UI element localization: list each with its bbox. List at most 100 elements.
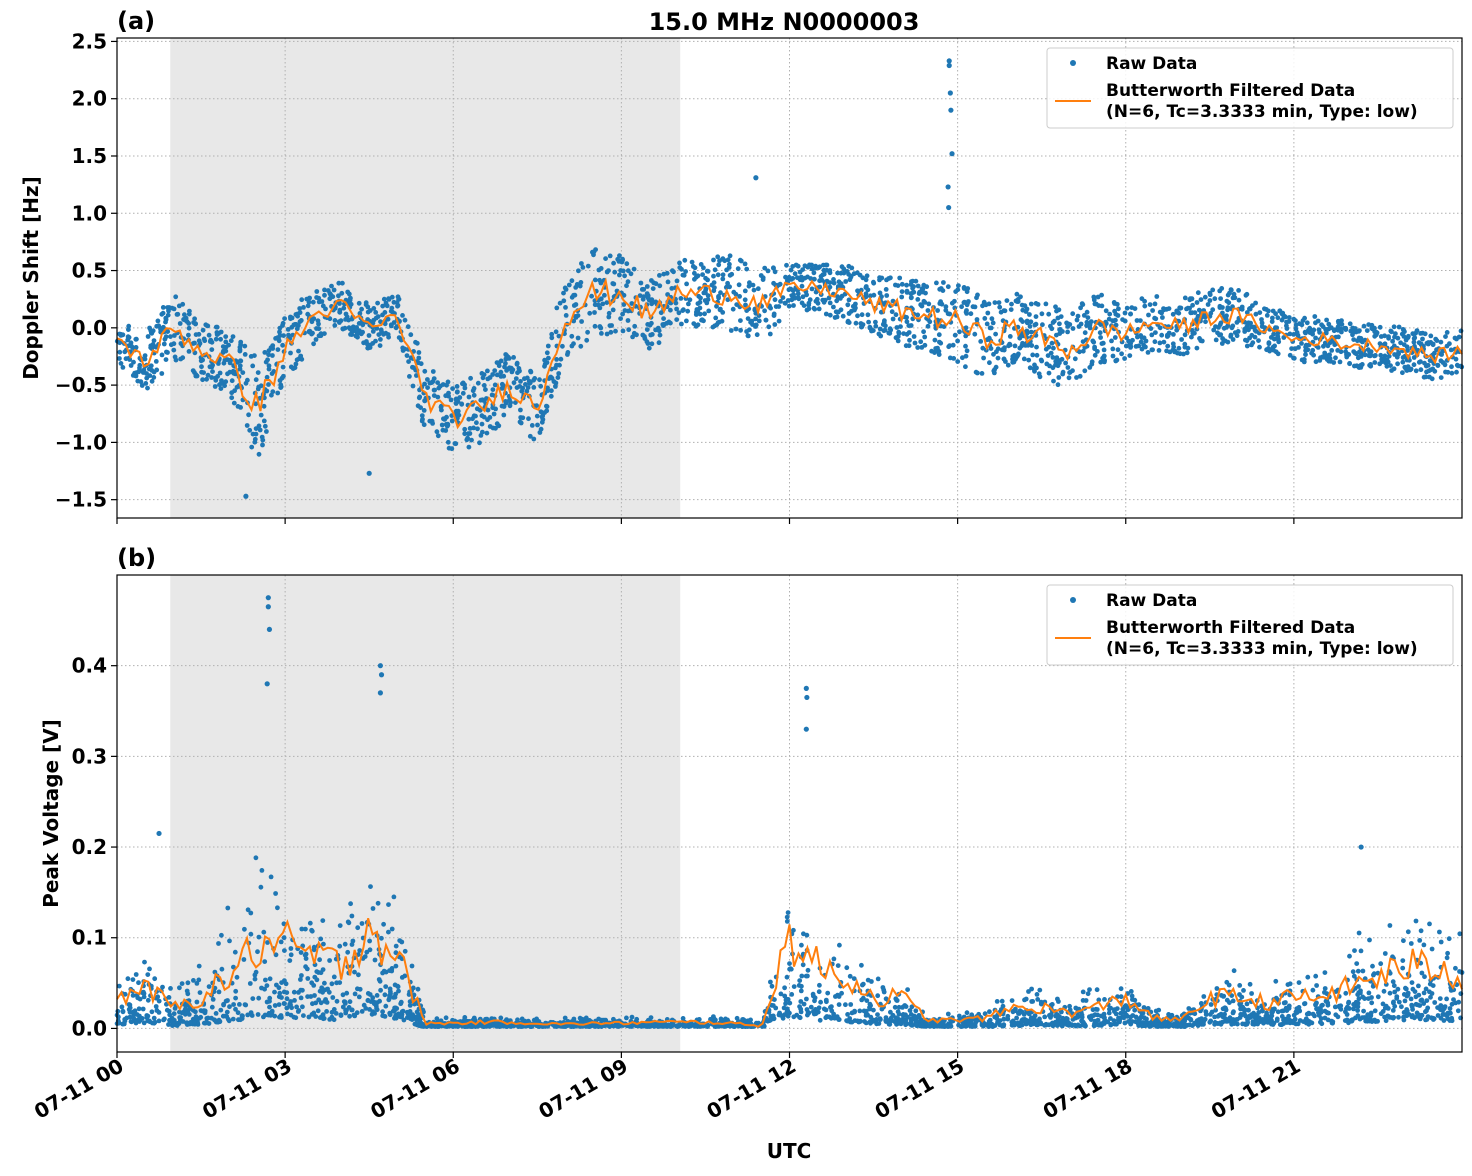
raw-point [1257, 1015, 1262, 1020]
raw-point [1164, 349, 1169, 354]
raw-point [1090, 339, 1095, 344]
raw-point [1265, 313, 1270, 318]
raw-point [960, 355, 965, 360]
raw-point [400, 313, 405, 318]
raw-point [1177, 305, 1182, 310]
raw-point [402, 347, 407, 352]
raw-point [280, 343, 285, 348]
raw-point [1101, 1021, 1106, 1026]
raw-point [168, 334, 173, 339]
raw-point [1010, 360, 1015, 365]
raw-point [703, 298, 708, 303]
raw-point [1183, 296, 1188, 301]
raw-point [937, 340, 942, 345]
raw-point [269, 875, 274, 880]
raw-point [1439, 940, 1444, 945]
raw-point [1287, 1004, 1292, 1009]
raw-point [289, 946, 294, 951]
raw-point [1037, 1017, 1042, 1022]
raw-point [1288, 353, 1293, 358]
raw-point [1456, 1008, 1461, 1013]
raw-point [229, 390, 234, 395]
raw-point [317, 957, 322, 962]
raw-point [770, 984, 775, 989]
raw-point [1102, 997, 1107, 1002]
raw-point [1084, 998, 1089, 1003]
raw-point [816, 1010, 821, 1015]
raw-point [1354, 961, 1359, 966]
raw-point [1159, 311, 1164, 316]
raw-point [956, 283, 961, 288]
raw-point [1382, 357, 1387, 362]
raw-point [975, 317, 980, 322]
raw-point [982, 302, 987, 307]
raw-point [1080, 302, 1085, 307]
raw-point [818, 1000, 823, 1005]
raw-point [231, 334, 236, 339]
raw-point [243, 352, 248, 357]
raw-point [357, 301, 362, 306]
raw-point [256, 385, 261, 390]
raw-point [1111, 354, 1116, 359]
raw-point [731, 290, 736, 295]
y-tick-label: 0.2 [72, 835, 107, 859]
raw-point [969, 311, 974, 316]
y-tick-label: 1.0 [72, 201, 107, 225]
raw-point [921, 329, 926, 334]
raw-point [1029, 343, 1034, 348]
raw-point [1242, 327, 1247, 332]
raw-point [1082, 368, 1087, 373]
raw-point [145, 972, 150, 977]
raw-point [1264, 307, 1269, 312]
raw-point [1237, 992, 1242, 997]
raw-point [1042, 1015, 1047, 1020]
raw-point [1032, 369, 1037, 374]
raw-point [157, 999, 162, 1004]
raw-point [1075, 318, 1080, 323]
raw-point [454, 409, 459, 414]
raw-point [254, 432, 259, 437]
raw-point [476, 381, 481, 386]
raw-point [195, 1000, 200, 1005]
raw-point [1366, 322, 1371, 327]
raw-point [441, 416, 446, 421]
raw-point [1219, 1022, 1224, 1027]
raw-point [747, 280, 752, 285]
legend-marker-raw [1070, 60, 1076, 66]
raw-point [946, 284, 951, 289]
raw-point [905, 987, 910, 992]
raw-point [913, 1008, 918, 1013]
raw-point [1351, 337, 1356, 342]
raw-point [444, 1015, 449, 1020]
raw-point [1316, 319, 1321, 324]
raw-point [308, 921, 313, 926]
raw-point [985, 322, 990, 327]
raw-point [1307, 326, 1312, 331]
raw-point [1443, 370, 1448, 375]
raw-point [1416, 984, 1421, 989]
raw-point [455, 384, 460, 389]
raw-point [617, 273, 622, 278]
raw-point [1459, 329, 1464, 334]
raw-point [1357, 336, 1362, 341]
raw-point [743, 289, 748, 294]
raw-point [201, 370, 206, 375]
raw-point [368, 308, 373, 313]
raw-point [1170, 1013, 1175, 1018]
raw-point [229, 395, 234, 400]
raw-point [311, 341, 316, 346]
raw-point [1056, 382, 1061, 387]
raw-point [999, 310, 1004, 315]
raw-point [1132, 998, 1137, 1003]
raw-point [250, 364, 255, 369]
raw-point [933, 338, 938, 343]
raw-point [995, 999, 1000, 1004]
raw-point [338, 923, 343, 928]
raw-point [716, 272, 721, 277]
raw-point [509, 1024, 514, 1029]
raw-point [1240, 307, 1245, 312]
raw-point [1094, 1007, 1099, 1012]
raw-point [1221, 994, 1226, 999]
raw-point [330, 981, 335, 986]
